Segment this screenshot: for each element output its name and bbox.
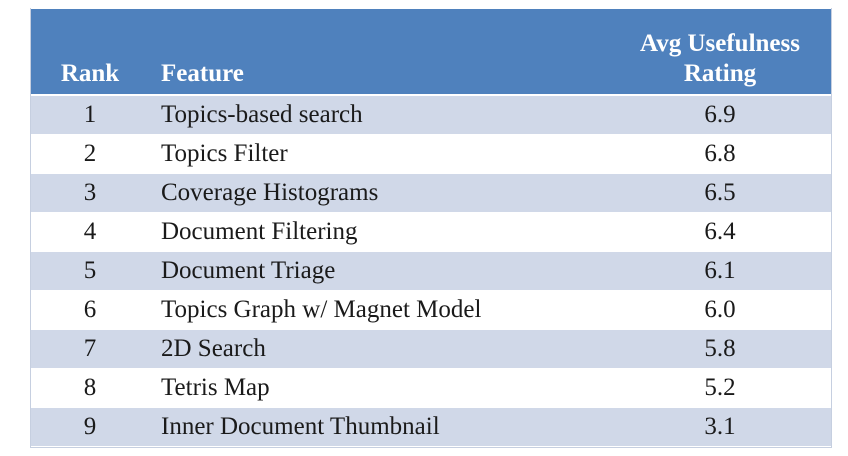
rank-cell: 2 bbox=[31, 134, 149, 174]
table-row: 1 Topics-based search 6.9 bbox=[31, 95, 831, 135]
feature-cell: Tetris Map bbox=[149, 368, 609, 408]
feature-cell: 2D Search bbox=[149, 329, 609, 369]
rating-cell: 6.4 bbox=[609, 212, 831, 252]
feature-cell: Document Triage bbox=[149, 251, 609, 291]
rating-cell: 3.1 bbox=[609, 407, 831, 447]
table-row: 8 Tetris Map 5.2 bbox=[31, 368, 831, 408]
column-header-rank: Rank bbox=[31, 9, 149, 96]
table-row: 6 Topics Graph w/ Magnet Model 6.0 bbox=[31, 290, 831, 330]
feature-cell: Topics Filter bbox=[149, 134, 609, 174]
column-header-rating-line1: Avg Usefulness bbox=[640, 30, 800, 57]
rank-cell: 7 bbox=[31, 329, 149, 369]
column-header-rating: Avg Usefulness Rating bbox=[609, 9, 831, 96]
table-row: 2 Topics Filter 6.8 bbox=[31, 134, 831, 174]
table-header: Rank Feature Avg Usefulness Rating bbox=[31, 9, 831, 96]
ratings-table: Rank Feature Avg Usefulness Rating 1 Topic… bbox=[31, 9, 831, 447]
rating-cell: 6.9 bbox=[609, 95, 831, 135]
feature-cell: Topics Graph w/ Magnet Model bbox=[149, 290, 609, 330]
rating-cell: 6.0 bbox=[609, 290, 831, 330]
rating-cell: 6.8 bbox=[609, 134, 831, 174]
rank-cell: 9 bbox=[31, 407, 149, 447]
feature-cell: Document Filtering bbox=[149, 212, 609, 252]
rank-cell: 5 bbox=[31, 251, 149, 291]
feature-cell: Coverage Histograms bbox=[149, 173, 609, 213]
rank-cell: 3 bbox=[31, 173, 149, 213]
table-row: 9 Inner Document Thumbnail 3.1 bbox=[31, 407, 831, 447]
table-row: 7 2D Search 5.8 bbox=[31, 329, 831, 369]
rating-cell: 6.1 bbox=[609, 251, 831, 291]
feature-rating-table: Rank Feature Avg Usefulness Rating 1 Topic… bbox=[30, 8, 832, 448]
table-row: 5 Document Triage 6.1 bbox=[31, 251, 831, 291]
column-header-rating-line2: Rating bbox=[683, 60, 757, 87]
table-body: 1 Topics-based search 6.9 2 Topics Filter 6.8… bbox=[31, 95, 831, 447]
rank-cell: 4 bbox=[31, 212, 149, 252]
feature-cell: Inner Document Thumbnail bbox=[149, 407, 609, 447]
column-header-feature: Feature bbox=[149, 9, 609, 96]
rating-cell: 5.2 bbox=[609, 368, 831, 408]
rank-cell: 1 bbox=[31, 95, 149, 135]
table-row: 3 Coverage Histograms 6.5 bbox=[31, 173, 831, 213]
rating-cell: 6.5 bbox=[609, 173, 831, 213]
rank-cell: 6 bbox=[31, 290, 149, 330]
feature-cell: Topics-based search bbox=[149, 95, 609, 135]
table-row: 4 Document Filtering 6.4 bbox=[31, 212, 831, 252]
rank-cell: 8 bbox=[31, 368, 149, 408]
rating-cell: 5.8 bbox=[609, 329, 831, 369]
header-row: Rank Feature Avg Usefulness Rating bbox=[31, 9, 831, 96]
